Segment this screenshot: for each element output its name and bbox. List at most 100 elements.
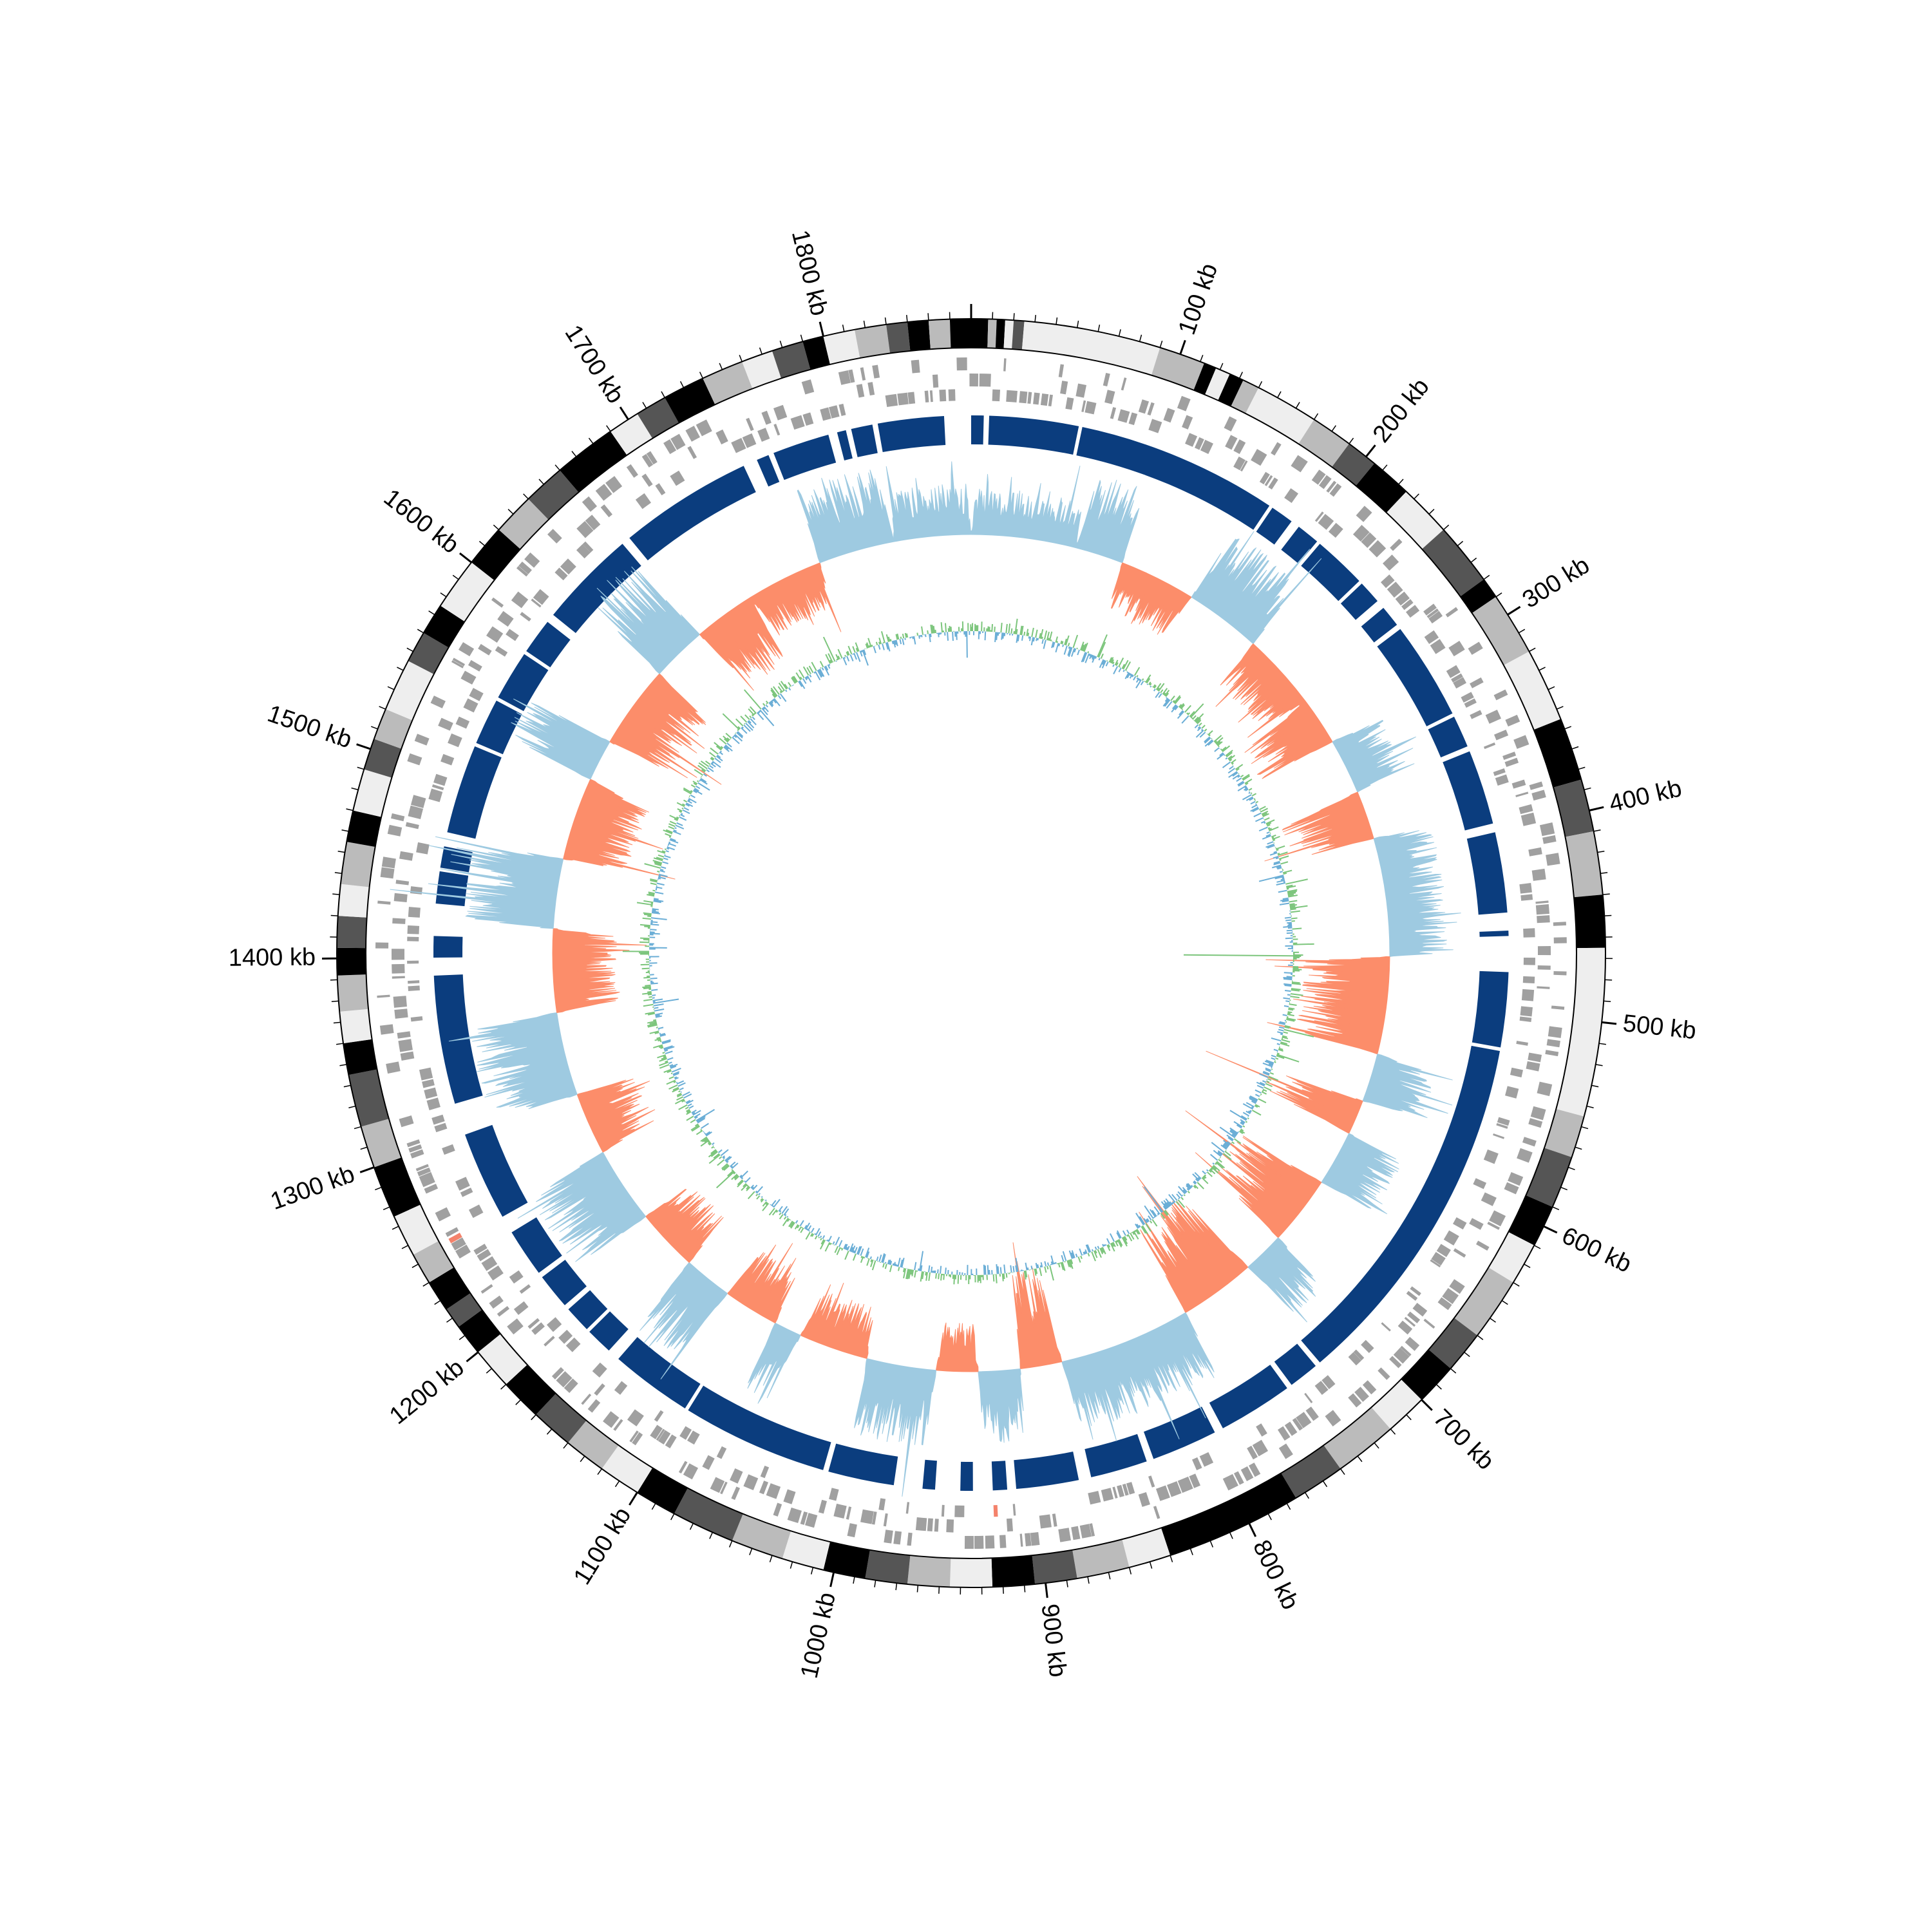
gc-skew-negative-region	[552, 928, 647, 1013]
gene-feature	[1537, 915, 1550, 923]
minor-tick	[689, 1523, 694, 1530]
minor-tick	[709, 1532, 714, 1539]
minor-tick	[1139, 334, 1142, 342]
gene-feature	[1019, 1533, 1023, 1547]
tick-label-1200kb: 1200 kb	[384, 1354, 469, 1430]
gene-feature	[656, 1428, 665, 1441]
gene-feature	[511, 591, 529, 609]
gene-feature	[1112, 1486, 1118, 1499]
gene-feature	[1081, 400, 1086, 412]
gene-feature	[431, 784, 444, 791]
gc-skew-negative-region	[1264, 791, 1374, 862]
alignment-block	[568, 1290, 608, 1329]
minor-tick	[1578, 766, 1586, 770]
gene-feature	[1407, 1311, 1421, 1323]
minor-tick	[779, 340, 783, 348]
minor-tick	[1258, 381, 1263, 388]
gene-feature	[440, 753, 455, 766]
gene-feature	[407, 936, 419, 942]
gene-feature	[1138, 399, 1150, 414]
gene-feature	[1523, 958, 1535, 965]
ideogram-band	[440, 562, 495, 622]
minor-tick	[1604, 914, 1612, 916]
gene-feature	[1321, 1375, 1336, 1390]
gene-feature	[531, 598, 542, 608]
ideogram-band	[348, 1069, 389, 1127]
gene-feature	[393, 996, 407, 1008]
gene-feature	[400, 1051, 415, 1061]
minor-tick	[1428, 509, 1435, 515]
gene-feature	[1147, 402, 1155, 416]
ideogram-band	[536, 1393, 587, 1443]
gene-feature	[635, 493, 651, 509]
alignment-block	[589, 1311, 629, 1351]
alignment-block	[877, 416, 946, 453]
tick-label-1500kb: 1500 kb	[264, 700, 355, 753]
ideogram-band	[337, 884, 370, 918]
gene-feature	[576, 521, 594, 538]
ideogram-band	[339, 1009, 372, 1044]
gene-feature	[829, 1488, 839, 1501]
gene-feature	[1504, 1182, 1519, 1195]
gene-feature	[979, 374, 991, 387]
gene-feature	[1251, 449, 1267, 466]
minor-tick	[478, 540, 486, 547]
ideogram-band	[1231, 380, 1259, 414]
gene-feature	[1361, 532, 1377, 548]
gene-feature	[654, 1410, 664, 1422]
gene-feature	[1368, 540, 1387, 558]
gene-feature	[883, 1513, 888, 1527]
gene-feature	[1473, 1178, 1487, 1189]
major-tick	[1179, 339, 1186, 355]
gene-feature	[1089, 1523, 1095, 1537]
minor-tick	[1464, 1352, 1470, 1358]
gene-feature	[702, 1455, 715, 1470]
gene-feature	[1493, 1133, 1505, 1139]
gene-feature	[445, 1227, 459, 1237]
minor-tick	[1406, 1414, 1412, 1421]
gene-feature	[1048, 394, 1053, 407]
gene-feature	[1469, 1218, 1484, 1230]
tick-label-800kb: 800 kb	[1247, 1536, 1304, 1614]
gene-feature	[1200, 439, 1213, 455]
tick-label-700kb: 700 kb	[1428, 1404, 1499, 1475]
gene-feature	[730, 1468, 743, 1484]
gene-feature	[1233, 1471, 1244, 1485]
minor-tick	[336, 1043, 344, 1045]
gene-feature	[1395, 591, 1410, 606]
gene-feature	[394, 1009, 408, 1019]
gene-feature	[1405, 1336, 1420, 1351]
ideogram-band	[886, 321, 911, 354]
minor-tick	[1189, 1548, 1193, 1555]
gene-feature	[1003, 358, 1007, 372]
minor-tick	[874, 1580, 876, 1587]
ideogram-band	[446, 1293, 482, 1327]
gene-feature	[905, 1502, 910, 1514]
ideogram-band	[971, 319, 989, 348]
ideogram-band	[498, 498, 549, 549]
gene-feature	[1163, 408, 1175, 423]
gene-feature	[1126, 1482, 1135, 1495]
gene-feature	[1505, 714, 1520, 727]
gene-feature	[679, 1426, 692, 1440]
minor-tick	[330, 914, 338, 916]
minor-tick	[500, 1384, 507, 1390]
major-tick	[1601, 1021, 1617, 1025]
minor-tick	[446, 1318, 453, 1323]
gene-feature	[431, 1114, 445, 1125]
gene-feature	[678, 1461, 688, 1474]
ideogram-band	[1281, 1445, 1341, 1499]
alignment-block	[988, 415, 1079, 455]
gc-skew-positive-region	[390, 836, 564, 929]
ideogram-band	[361, 1119, 402, 1168]
minor-tick	[1209, 1540, 1214, 1548]
minor-tick	[1159, 340, 1163, 348]
ideogram-band	[995, 319, 1005, 349]
gene-feature	[491, 597, 504, 608]
gene-feature	[387, 824, 402, 837]
minor-tick	[452, 574, 459, 580]
gene-feature	[451, 1237, 466, 1251]
gene-feature	[497, 611, 514, 627]
alignment-block	[773, 434, 837, 480]
gene-feature	[1148, 1475, 1155, 1488]
